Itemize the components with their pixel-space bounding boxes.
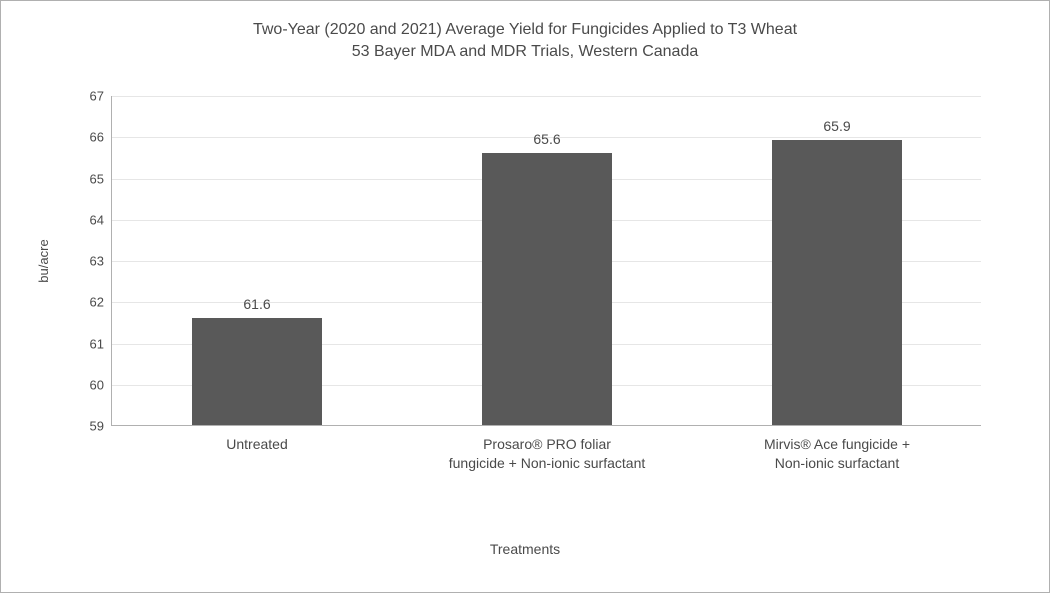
y-tick-label: 63 — [90, 254, 112, 269]
y-tick-label: 64 — [90, 212, 112, 227]
chart-container: Two-Year (2020 and 2021) Average Yield f… — [0, 0, 1050, 593]
chart-title-line-2: 53 Bayer MDA and MDR Trials, Western Can… — [1, 41, 1049, 63]
y-tick-label: 67 — [90, 89, 112, 104]
bar: 61.6 — [192, 318, 323, 425]
x-axis-label: Treatments — [490, 541, 560, 557]
y-tick-label: 66 — [90, 130, 112, 145]
bar: 65.6 — [482, 153, 613, 425]
y-tick-label: 61 — [90, 336, 112, 351]
chart-title-line-1: Two-Year (2020 and 2021) Average Yield f… — [1, 19, 1049, 41]
x-tick-label: Prosaro® PRO foliarfungicide + Non-ionic… — [417, 425, 677, 473]
bar-value-label: 65.9 — [823, 118, 850, 140]
x-tick-label: Mirvis® Ace fungicide +Non-ionic surfact… — [707, 425, 967, 473]
y-tick-label: 60 — [90, 377, 112, 392]
bar: 65.9 — [772, 140, 903, 425]
y-tick-label: 65 — [90, 171, 112, 186]
y-tick-label: 59 — [90, 419, 112, 434]
y-axis-label: bu/acre — [36, 239, 51, 282]
x-tick-label: Untreated — [127, 425, 387, 454]
chart-title-block: Two-Year (2020 and 2021) Average Yield f… — [1, 1, 1049, 62]
bar-value-label: 65.6 — [533, 131, 560, 153]
bar-value-label: 61.6 — [243, 296, 270, 318]
plot-area: 59606162636465666761.6Untreated65.6Prosa… — [111, 96, 981, 426]
y-tick-label: 62 — [90, 295, 112, 310]
gridline — [112, 96, 981, 97]
